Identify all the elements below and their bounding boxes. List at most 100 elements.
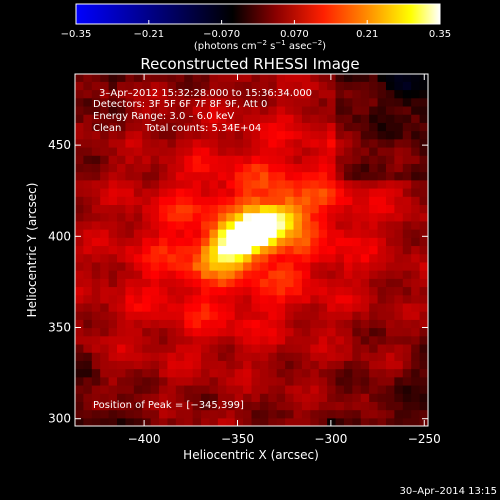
heatmap-cell (159, 196, 169, 206)
heatmap-cell (419, 368, 428, 378)
heatmap-cell (83, 114, 93, 123)
heatmap-cell (117, 368, 127, 378)
heatmap-cell (285, 360, 295, 370)
heatmap-cell (268, 401, 278, 411)
heatmap-cell (318, 376, 328, 386)
heatmap-cell (100, 179, 110, 189)
heatmap-cell (293, 384, 303, 394)
heatmap-cell (402, 179, 412, 189)
heatmap-cell (184, 130, 194, 140)
heatmap-cell (234, 138, 244, 148)
heatmap-cell (192, 278, 202, 288)
heatmap-cell (150, 401, 160, 411)
heatmap-cell (209, 196, 219, 206)
heatmap-cell (91, 319, 101, 329)
heatmap-cell (402, 335, 412, 345)
heatmap-cell (209, 105, 219, 115)
heatmap-cell (167, 212, 177, 222)
colorbar-tick-label: 0.35 (429, 29, 451, 40)
heatmap-cell (209, 146, 219, 156)
heatmap-cell (301, 171, 311, 181)
heatmap-cell (310, 368, 320, 378)
heatmap-cell (159, 384, 169, 394)
heatmap-cell (133, 393, 143, 402)
heatmap-cell (234, 245, 244, 255)
heatmap-cell (360, 105, 370, 115)
heatmap-cell (251, 187, 261, 197)
heatmap-cell (268, 302, 278, 312)
heatmap-cell (377, 237, 387, 247)
heatmap-cell (234, 319, 244, 329)
heatmap-cell (108, 360, 118, 370)
heatmap-cell (276, 245, 286, 255)
heatmap-cell (293, 171, 303, 181)
heatmap-cell (133, 343, 143, 353)
heatmap-cell (394, 155, 404, 164)
heatmap-cell (175, 319, 185, 329)
heatmap-cell (234, 401, 244, 411)
heatmap-cell (394, 245, 404, 255)
heatmap-cell (276, 229, 286, 238)
heatmap-cell (360, 229, 370, 238)
heatmap-cell (293, 138, 303, 148)
heatmap-cell (100, 138, 110, 148)
heatmap-cell (159, 261, 169, 271)
heatmap-cell (293, 368, 303, 378)
heatmap-cell (209, 384, 219, 394)
heatmap-cell (175, 220, 185, 230)
heatmap-cell (201, 270, 211, 279)
heatmap-cell (75, 286, 84, 296)
heatmap-cell (209, 130, 219, 140)
heatmap-cell (175, 278, 185, 288)
heatmap-cell (285, 393, 295, 402)
heatmap-cell (192, 138, 202, 148)
heatmap-cell (209, 187, 219, 197)
heatmap-cell (125, 237, 135, 247)
heatmap-cell (108, 261, 118, 271)
heatmap-cell (394, 319, 404, 329)
heatmap-cell (251, 204, 261, 214)
unit-exp2: −1 (275, 39, 285, 47)
heatmap-cell (133, 278, 143, 288)
heatmap-cell (175, 376, 185, 386)
heatmap-cell (411, 311, 421, 320)
heatmap-cell (385, 368, 395, 378)
heatmap-cell (268, 376, 278, 386)
heatmap-cell (192, 311, 202, 320)
heatmap-cell (209, 97, 219, 107)
heatmap-cell (100, 278, 110, 288)
heatmap-cell (301, 196, 311, 206)
heatmap-cell (192, 393, 202, 402)
heatmap-cell (318, 130, 328, 140)
heatmap-cell (402, 204, 412, 214)
heatmap-cell (184, 319, 194, 329)
heatmap-cell (83, 155, 93, 164)
heatmap-cell (125, 130, 135, 140)
heatmap-cell (310, 253, 320, 263)
heatmap-cell (75, 343, 84, 353)
heatmap-cell (251, 302, 261, 312)
heatmap-cell (133, 105, 143, 115)
heatmap-cell (159, 146, 169, 156)
heatmap-cell (419, 343, 428, 353)
heatmap-cell (142, 74, 152, 82)
heatmap-cell (411, 343, 421, 353)
heatmap-cell (150, 146, 160, 156)
heatmap-cell (133, 327, 143, 337)
heatmap-cell (251, 278, 261, 288)
heatmap-cell (293, 360, 303, 370)
heatmap-cell (301, 163, 311, 173)
heatmap-cell (259, 368, 269, 378)
heatmap-cell (285, 294, 295, 304)
heatmap-cell (234, 89, 244, 99)
heatmap-cell (343, 204, 353, 214)
heatmap-cell (234, 212, 244, 222)
heatmap-cell (335, 261, 345, 271)
heatmap-cell (83, 270, 93, 279)
heatmap-cell (243, 229, 253, 238)
heatmap-cell (352, 294, 362, 304)
heatmap-cell (175, 114, 185, 123)
heatmap-cell (217, 97, 227, 107)
heatmap-cell (419, 89, 428, 99)
heatmap-cell (327, 81, 337, 91)
